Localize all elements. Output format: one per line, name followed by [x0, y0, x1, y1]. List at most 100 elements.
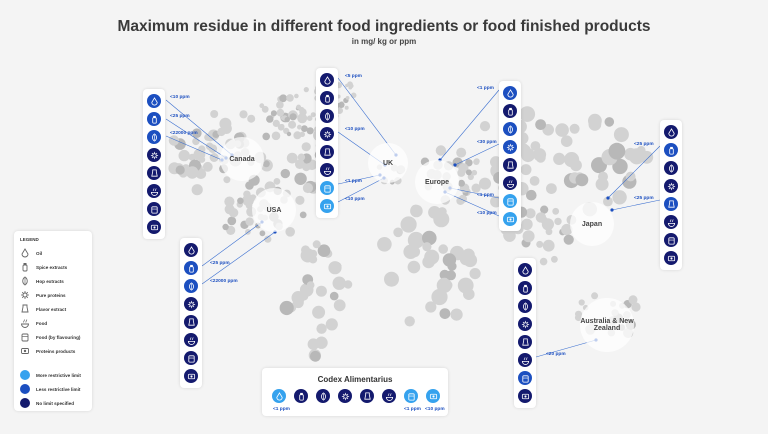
- map-dot: [564, 152, 580, 168]
- map-dot: [271, 131, 281, 141]
- codex-alimentarius-panel: Codex Alimentarius: [262, 368, 448, 416]
- map-dot: [302, 182, 313, 194]
- map-dot: [560, 135, 573, 147]
- canada-limit-oil: <10 ppm: [170, 95, 190, 100]
- map-dot: [272, 119, 280, 127]
- map-dot: [393, 227, 403, 238]
- legend-item-label: Food: [36, 320, 48, 326]
- europe-limit-protein-products: <10 ppm: [477, 211, 497, 216]
- country-label-usa: USA: [252, 188, 296, 232]
- japan-protein-products-icon: [664, 251, 678, 265]
- connector-line: [439, 89, 500, 161]
- map-dot: [490, 156, 502, 168]
- map-dot: [315, 336, 328, 349]
- map-dot: [261, 105, 269, 113]
- canada-spice-icon: [147, 112, 161, 126]
- legend-limit-label: Less restrictive limit: [36, 386, 81, 392]
- country-label-canada: Canada: [220, 137, 264, 181]
- map-dot: [192, 137, 200, 146]
- anz-flavor-icon: [518, 335, 532, 349]
- legend-limit-label: More restrictive limit: [36, 372, 81, 378]
- connector-line: [201, 221, 263, 267]
- usa-food-flavouring-icon: [184, 351, 198, 365]
- anz-hop-icon: [518, 299, 532, 313]
- legend-limit-item: No limit specified: [20, 397, 74, 409]
- map-dot: [525, 208, 536, 219]
- map-dot: [293, 131, 302, 140]
- map-dot: [306, 115, 313, 121]
- japan-limit-flavor: <25 ppm: [634, 196, 654, 201]
- map-dot: [301, 142, 311, 152]
- map-dot: [407, 231, 425, 249]
- map-dot: [245, 181, 254, 190]
- connector-line: [611, 199, 661, 211]
- anz-limit-food-flavouring: <20 ppm: [546, 352, 566, 357]
- map-dot: [350, 92, 357, 99]
- connector-dot: [453, 163, 457, 167]
- map-dot: [554, 217, 562, 226]
- map-dot: [284, 116, 290, 123]
- map-dot: [276, 108, 285, 117]
- map-dot: [243, 190, 251, 198]
- japan-protein-icon: [664, 179, 678, 193]
- map-dot: [535, 119, 546, 130]
- map-dot: [333, 299, 346, 312]
- legend-item: Food (by flavouring): [20, 331, 80, 343]
- europe-food-flavouring-icon: [503, 194, 517, 208]
- legend-limit-item: Less restrictive limit: [20, 383, 80, 395]
- map-dot: [569, 123, 580, 134]
- page-subtitle: in mg/ kg or ppm: [351, 37, 417, 46]
- canada-hop-icon: [147, 130, 161, 144]
- legend-item-label: Oil: [36, 250, 43, 256]
- map-dot: [209, 153, 219, 162]
- map-dot: [628, 295, 638, 305]
- canada-food-flavouring-icon: [147, 202, 161, 216]
- map-dot: [299, 131, 305, 137]
- map-dot: [422, 230, 437, 246]
- map-dot: [603, 196, 613, 207]
- map-dot: [552, 207, 560, 215]
- map-dot: [262, 160, 270, 168]
- usa-panel: [180, 238, 202, 388]
- legend-item: Food: [20, 317, 47, 329]
- europe-protein-products-icon: [503, 212, 517, 226]
- map-dot: [310, 112, 316, 118]
- usa-limit-spice: <25 ppm: [210, 261, 230, 266]
- map-dot: [625, 171, 636, 182]
- map-dot: [186, 166, 199, 179]
- codex-spice-icon: [294, 389, 308, 403]
- codex-limit-protein-products: <10 ppm: [425, 407, 445, 412]
- map-dot: [306, 281, 315, 289]
- map-dot: [300, 248, 315, 263]
- codex-food-icon: [382, 389, 396, 403]
- japan-food-flavouring-icon: [664, 233, 678, 247]
- map-dot: [526, 189, 537, 201]
- map-dot: [404, 316, 415, 327]
- uk-limit-food-flavouring: <1 ppm: [345, 179, 362, 184]
- map-dot: [612, 158, 628, 175]
- map-dot: [224, 196, 235, 207]
- legend-item-label: Hop extracts: [36, 278, 64, 284]
- canada-limit-spice: <25 ppm: [170, 114, 190, 119]
- map-dot: [191, 184, 203, 196]
- map-dot: [540, 205, 549, 214]
- legend-limit-item: More restrictive limit: [20, 369, 81, 381]
- map-dot: [227, 216, 237, 226]
- map-dot: [437, 207, 447, 217]
- europe-food-icon: [503, 176, 517, 190]
- map-dot: [316, 323, 327, 334]
- map-dot: [575, 173, 589, 187]
- map-dot: [553, 152, 566, 165]
- map-dot: [555, 123, 569, 137]
- map-dot: [529, 176, 540, 186]
- map-dot: [299, 211, 307, 219]
- connector-line: [449, 187, 500, 199]
- map-dot: [546, 183, 557, 195]
- australia-new-zealand-panel: [514, 258, 536, 408]
- map-dot: [298, 106, 305, 113]
- map-dot: [325, 318, 338, 331]
- connector-line: [444, 191, 500, 217]
- map-dot: [442, 280, 453, 291]
- legend-item-label: Flavor extract: [36, 306, 67, 312]
- map-dot: [344, 105, 349, 110]
